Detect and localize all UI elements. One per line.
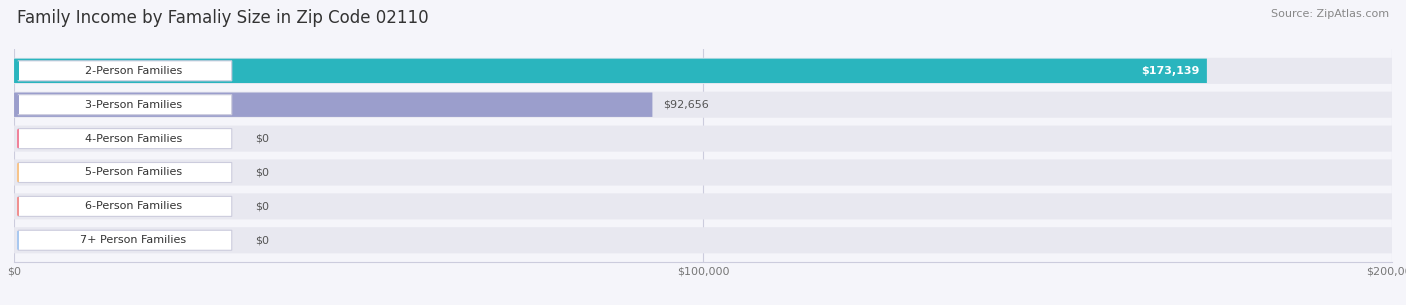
Text: 2-Person Families: 2-Person Families [84, 66, 183, 76]
FancyBboxPatch shape [14, 59, 1206, 83]
FancyBboxPatch shape [18, 230, 232, 250]
Text: Family Income by Famaliy Size in Zip Code 02110: Family Income by Famaliy Size in Zip Cod… [17, 9, 429, 27]
FancyBboxPatch shape [18, 129, 232, 149]
Text: 7+ Person Families: 7+ Person Families [80, 235, 187, 245]
FancyBboxPatch shape [14, 160, 1392, 185]
Text: 4-Person Families: 4-Person Families [84, 134, 183, 144]
Text: $0: $0 [256, 235, 269, 245]
FancyBboxPatch shape [14, 126, 1392, 152]
Text: 6-Person Families: 6-Person Families [84, 201, 183, 211]
FancyBboxPatch shape [14, 58, 1392, 84]
Text: $173,139: $173,139 [1142, 66, 1199, 76]
FancyBboxPatch shape [14, 193, 1392, 219]
FancyBboxPatch shape [14, 227, 1392, 253]
FancyBboxPatch shape [14, 92, 652, 117]
FancyBboxPatch shape [18, 95, 232, 115]
Text: 5-Person Families: 5-Person Families [84, 167, 183, 178]
FancyBboxPatch shape [18, 61, 232, 81]
Text: Source: ZipAtlas.com: Source: ZipAtlas.com [1271, 9, 1389, 19]
Text: $0: $0 [256, 201, 269, 211]
Text: $0: $0 [256, 167, 269, 178]
Text: $92,656: $92,656 [664, 100, 709, 110]
FancyBboxPatch shape [14, 92, 1392, 118]
FancyBboxPatch shape [18, 163, 232, 182]
Text: $0: $0 [256, 134, 269, 144]
Text: 3-Person Families: 3-Person Families [84, 100, 183, 110]
FancyBboxPatch shape [18, 196, 232, 216]
